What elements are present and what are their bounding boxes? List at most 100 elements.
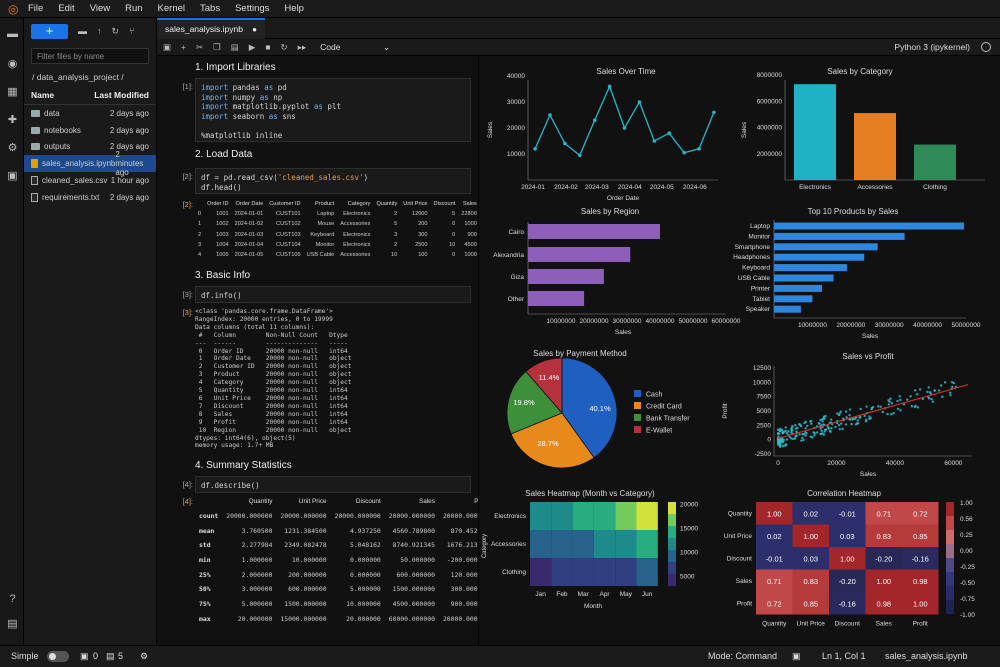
y-tick-label: Giza — [511, 274, 525, 281]
line-point — [563, 141, 567, 146]
colorbar-tick: -0.25 — [960, 564, 975, 571]
x-tick-label: 60000000 — [712, 318, 741, 325]
notebook-tab[interactable]: sales_analysis.ipynb ● — [157, 18, 265, 39]
paste-icon[interactable]: ▤ — [230, 41, 239, 52]
cell-value: -0.20 — [875, 554, 892, 563]
restart-icon[interactable]: ↻ — [280, 41, 288, 52]
df-cell: Electronics — [343, 241, 371, 248]
scatter-point — [800, 436, 804, 440]
terminal-icon[interactable]: ▤ — [7, 618, 18, 630]
menu-help[interactable]: Help — [284, 3, 304, 14]
upload-icon[interactable]: ↑ — [97, 26, 102, 36]
df-cell: 300 — [418, 231, 428, 238]
describe-cell: 600.000000 — [396, 570, 435, 579]
scatter-point — [777, 441, 781, 444]
heatmap-cell — [792, 592, 829, 615]
describe-cell: 10.000000 — [346, 600, 381, 609]
heatmap-cell — [593, 502, 616, 530]
heading-load: 2. Load Data — [195, 149, 253, 160]
heatmap-cell — [902, 592, 939, 615]
y-tick-label: -2500 — [754, 451, 771, 458]
heatmap-cell — [756, 502, 793, 525]
scatter-point — [823, 428, 827, 431]
file-row[interactable]: notebooks 2 days ago — [24, 122, 156, 139]
menu-tabs[interactable]: Tabs — [200, 3, 221, 14]
scatter-point — [881, 410, 885, 414]
name-column-header[interactable]: Name — [31, 90, 55, 100]
extension-icon[interactable]: ✚ — [7, 114, 18, 126]
scatter-point — [785, 438, 789, 441]
code-cell-4[interactable]: df.describe() — [195, 476, 471, 493]
line-point — [712, 110, 716, 115]
refresh-icon[interactable]: ↻ — [111, 25, 120, 36]
folder-icon[interactable]: ▬ — [7, 28, 18, 40]
breadcrumb[interactable]: / data_analysis_project / — [32, 72, 124, 82]
simple-mode-toggle[interactable] — [47, 651, 69, 662]
property-inspector-icon[interactable]: ⚙ — [7, 142, 18, 154]
table-of-contents-icon[interactable]: ▦ — [7, 86, 18, 98]
menu-settings[interactable]: Settings — [235, 3, 270, 14]
menu-run[interactable]: Run — [125, 3, 143, 14]
scatter-point — [823, 417, 826, 420]
code-cell-1[interactable]: import pandas as pd import numpy as np i… — [195, 78, 471, 142]
menu-kernel[interactable]: Kernel — [157, 3, 186, 14]
kernel-name[interactable]: Python 3 (ipykernel) — [894, 42, 970, 52]
running-icon[interactable]: ◉ — [7, 58, 18, 70]
chart-title: Top 10 Products by Sales — [808, 207, 899, 216]
debugger-icon[interactable]: ▣ — [7, 170, 18, 182]
file-row[interactable]: data 2 days ago — [24, 105, 156, 122]
notification-icon[interactable]: ▣ — [792, 651, 801, 661]
settings-gear-icon[interactable]: ⚙ — [140, 651, 149, 661]
x-tick-label: 2024-04 — [618, 184, 642, 191]
line-point — [682, 150, 686, 155]
cell-value: 0.03 — [840, 532, 855, 541]
code-cell-2[interactable]: df = pd.read_csv('cleaned_sales.csv') df… — [195, 168, 471, 194]
git-clone-icon[interactable]: ⑂ — [129, 26, 135, 36]
heatmap-cell — [530, 558, 552, 586]
cursor-position[interactable]: Ln 1, Col 1 — [822, 651, 866, 661]
unsaved-dot-icon[interactable]: ● — [252, 25, 257, 34]
menu-view[interactable]: View — [89, 3, 111, 14]
insert-cell-icon[interactable]: + — [181, 42, 186, 52]
fast-forward-icon[interactable]: ▸▸ — [297, 41, 307, 52]
file-row[interactable]: outputs 2 days ago — [24, 139, 156, 156]
df-cell: 12000 — [411, 211, 428, 218]
info-output: <class 'pandas.core.frame.DataFrame'> Ra… — [195, 308, 352, 450]
save-icon[interactable]: ▣ — [163, 41, 172, 52]
cell-value: 0.83 — [803, 577, 818, 586]
df-cell: Keyboard — [310, 231, 335, 238]
y-tick-label: USB Cable — [738, 275, 771, 282]
new-launcher-button[interactable]: + — [31, 23, 68, 39]
cell-value: 0.85 — [803, 599, 818, 608]
scatter-point — [949, 391, 952, 394]
modified-column-header[interactable]: Last Modified — [94, 90, 149, 100]
left-sidebar-tabs: ▬ ◉ ▦ ✚ ⚙ ▣ ? ▤ — [0, 18, 24, 645]
code-cell-3[interactable]: df.info() — [195, 286, 471, 303]
colorbar-segment — [946, 558, 954, 572]
prompt-in-2: [2]: — [182, 172, 193, 181]
stop-icon[interactable]: ■ — [265, 42, 271, 52]
run-icon[interactable]: ▶ — [248, 41, 256, 52]
cut-icon[interactable]: ✂ — [196, 41, 204, 52]
menu-edit[interactable]: Edit — [58, 3, 75, 14]
describe-cell: 1676.213987 — [446, 541, 478, 550]
copy-icon[interactable]: ❐ — [213, 41, 221, 52]
cell-type-select[interactable]: Code ⌄ — [320, 42, 390, 53]
file-row[interactable]: sales_analysis.ipynb 2 minutes ago — [24, 150, 156, 177]
filter-files-input[interactable]: Filter files by name — [31, 48, 149, 64]
cell-type-value: Code — [320, 41, 341, 52]
scatter-point — [817, 422, 820, 425]
scatter-point — [822, 433, 826, 436]
describe-cell: -200.000000 — [446, 556, 478, 565]
menu-file[interactable]: File — [28, 3, 44, 14]
file-row[interactable]: requirements.txt 2 days ago — [24, 189, 156, 206]
colorbar-segment — [946, 502, 954, 516]
heading-import: 1. Import Libraries — [195, 62, 276, 73]
x-tick-label: 2024-06 — [683, 184, 707, 191]
file-row[interactable]: cleaned_sales.csv 1 hour ago — [24, 172, 156, 189]
scatter-point — [870, 406, 874, 410]
df-cell: CUST101 — [276, 211, 301, 218]
new-folder-icon[interactable]: ▬ — [78, 26, 87, 36]
describe-row-label: max — [199, 614, 211, 623]
help-icon[interactable]: ? — [9, 593, 16, 605]
